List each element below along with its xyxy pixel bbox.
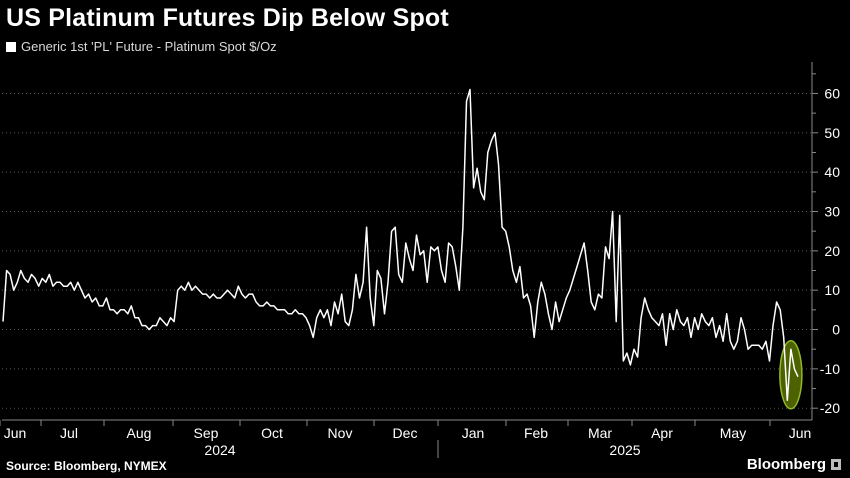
legend: Generic 1st 'PL' Future - Platinum Spot …: [6, 39, 277, 54]
x-tick-label: Feb: [524, 425, 548, 441]
x-tick-label: Jan: [462, 425, 485, 441]
series-line: [2, 88, 799, 402]
legend-swatch: [6, 41, 16, 52]
y-tick-label: 20: [824, 243, 840, 259]
x-tick-label: May: [720, 425, 746, 441]
year-label: 2024: [204, 442, 235, 458]
y-tick-label: -10: [820, 361, 840, 377]
y-tick-label: 0: [832, 322, 840, 338]
legend-label: Generic 1st 'PL' Future - Platinum Spot …: [21, 39, 277, 54]
y-tick-label: 30: [824, 203, 840, 219]
x-tick-label: Mar: [588, 425, 612, 441]
x-tick-label: Aug: [127, 425, 152, 441]
bookmark-icon: [831, 459, 841, 470]
x-tick-label: Dec: [393, 425, 418, 441]
brand-logo: Bloomberg: [747, 456, 841, 473]
y-tick-label: 50: [824, 125, 840, 141]
brand-name: Bloomberg: [746, 456, 826, 473]
x-tick-label: Jul: [60, 425, 78, 441]
year-label: 2025: [609, 442, 640, 458]
y-tick-label: 10: [824, 282, 840, 298]
chart-title: US Platinum Futures Dip Below Spot: [6, 4, 449, 32]
x-tick-label: Oct: [261, 425, 283, 441]
y-tick-label: 60: [824, 85, 840, 101]
x-tick-label: Jun: [4, 425, 27, 441]
x-tick-label: Jun: [789, 425, 812, 441]
x-tick-label: Apr: [651, 425, 673, 441]
source-note: Source: Bloomberg, NYMEX: [6, 459, 167, 473]
y-tick-label: -20: [820, 400, 840, 416]
x-tick-label: Sep: [194, 425, 219, 441]
y-tick-label: 40: [824, 164, 840, 180]
x-tick-label: Nov: [328, 425, 353, 441]
